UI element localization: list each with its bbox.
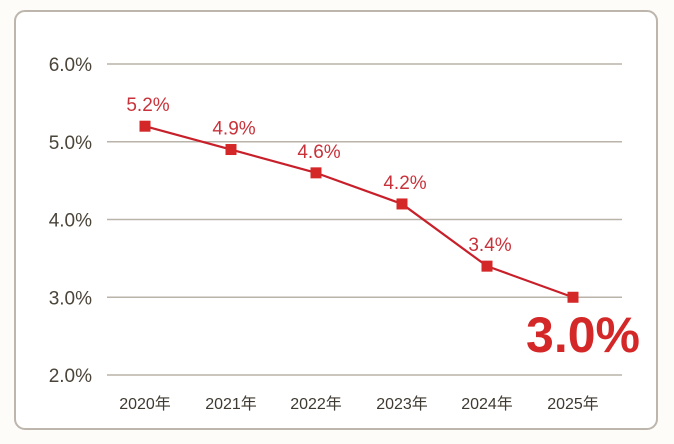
data-label: 3.4% (468, 235, 511, 256)
data-point-marker (139, 120, 151, 132)
x-tick-label: 2020年 (119, 395, 171, 413)
data-label: 4.9% (212, 119, 255, 140)
y-tick-label: 4.0% (49, 211, 92, 232)
data-point-marker (567, 291, 579, 303)
data-label: 5.2% (126, 95, 169, 116)
data-point-marker (310, 167, 322, 179)
data-label: 4.2% (383, 173, 426, 194)
data-point-marker (481, 260, 493, 272)
series-line-segment (315, 171, 403, 205)
data-point-marker (396, 198, 408, 210)
series-line-segment (401, 203, 488, 268)
series-line-segment (230, 148, 317, 174)
series-line-segment (486, 265, 574, 299)
highlight-value-label: 3.0% (526, 307, 640, 363)
series-line-segment (144, 125, 232, 151)
x-tick-label: 2023年 (376, 395, 428, 413)
x-tick-label: 2022年 (290, 395, 342, 413)
x-tick-label: 2025年 (547, 395, 599, 413)
y-tick-label: 6.0% (49, 55, 92, 76)
x-tick-label: 2021年 (205, 395, 257, 413)
data-point-marker (225, 144, 237, 156)
data-label: 4.6% (297, 142, 340, 163)
y-tick-label: 5.0% (49, 133, 92, 154)
x-tick-label: 2024年 (461, 395, 513, 413)
y-tick-label: 3.0% (49, 288, 92, 309)
y-tick-label: 2.0% (49, 366, 92, 387)
